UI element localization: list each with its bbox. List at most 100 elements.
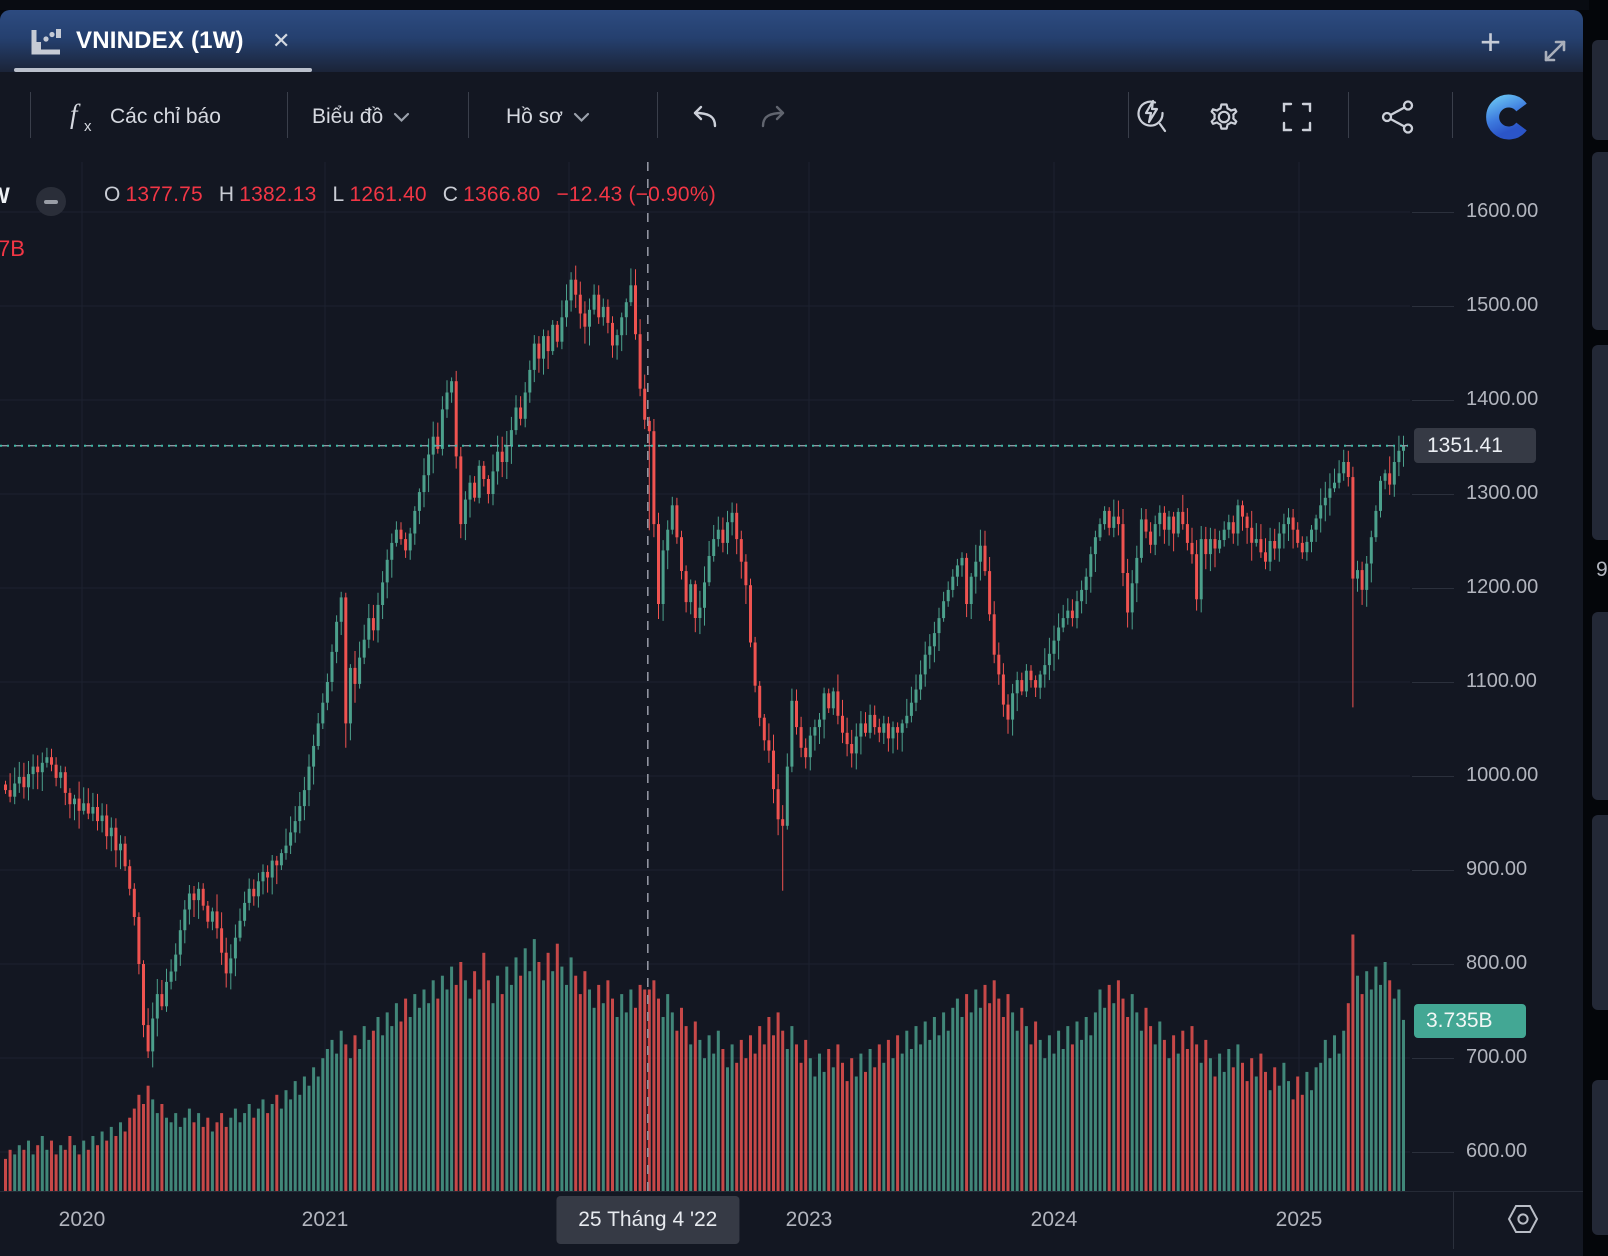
- minus-icon: [44, 200, 58, 204]
- active-tab-underline: [14, 68, 312, 72]
- adjacent-panel-row: [1592, 1080, 1608, 1235]
- chevron-down-icon: [394, 112, 410, 122]
- widget-tab-bar: VNINDEX (1W) ✕ +: [0, 10, 1583, 72]
- price-axis-label: 1600.00: [1466, 200, 1539, 222]
- low-value: 1261.40: [349, 183, 427, 206]
- chevron-down-icon: [573, 112, 590, 122]
- indicators-button[interactable]: f x Các chỉ báo: [64, 72, 221, 162]
- time-axis-label: 2025: [1275, 1208, 1323, 1231]
- price-axis-label: 900.00: [1466, 858, 1528, 880]
- price-axis-tick: [1412, 870, 1454, 871]
- broker-logo[interactable]: [1485, 72, 1531, 162]
- time-axis-label: 2023: [785, 1208, 833, 1231]
- chart-widget: VNINDEX (1W) ✕ + f x: [0, 10, 1583, 1256]
- svg-text:f: f: [70, 99, 81, 129]
- high-label: H: [218, 183, 235, 206]
- quick-analysis-button[interactable]: [1131, 72, 1171, 162]
- chart-tab-icon: [30, 26, 64, 58]
- tab-symbol-title[interactable]: VNINDEX (1W): [76, 27, 244, 54]
- legend-symbol-fragment: W: [0, 183, 10, 209]
- maximize-widget-button[interactable]: [1538, 36, 1572, 68]
- price-axis-tick: [1412, 306, 1454, 307]
- volume-layer: [4, 934, 1405, 1191]
- open-value: 1377.75: [125, 183, 203, 206]
- undo-button[interactable]: [686, 72, 720, 162]
- price-axis[interactable]: 1600.00 1500.00 1400.00 1300.00 1200.00 1100.…: [1410, 162, 1583, 1191]
- price-axis-tick: [1412, 494, 1454, 495]
- price-axis-label: 1100.00: [1466, 670, 1537, 692]
- profile-menu-label: Hồ sơ: [506, 105, 563, 128]
- expand-arrows-icon: [1544, 40, 1566, 62]
- close-label: C: [442, 183, 459, 206]
- redo-arrow-icon: [761, 105, 785, 128]
- low-label: L: [332, 183, 345, 206]
- price-axis-tick: [1412, 1152, 1454, 1153]
- price-axis-tick: [1412, 212, 1454, 213]
- indicators-label: Các chỉ báo: [110, 105, 221, 128]
- fullscreen-button[interactable]: [1278, 72, 1316, 162]
- change-value: −12.43 (−0.90%): [556, 183, 716, 206]
- toolbar-separator: [287, 92, 288, 138]
- price-axis-tick: [1412, 588, 1454, 589]
- price-axis-label: 1500.00: [1466, 294, 1539, 316]
- toolbar-separator: [1348, 92, 1349, 138]
- adjacent-panel-text-fragment: 9: [1596, 558, 1608, 581]
- adjacent-panel-fragment: 9: [1589, 0, 1608, 1256]
- legend-volume-fragment: 7B: [0, 236, 25, 261]
- gear-icon: [1210, 103, 1238, 130]
- toolbar-separator: [468, 92, 469, 138]
- price-axis-label: 600.00: [1466, 1140, 1528, 1162]
- crosshair-price-label: 1351.41: [1414, 428, 1536, 464]
- axis-corner-divider: [1453, 1192, 1454, 1249]
- price-axis-label: 700.00: [1466, 1046, 1528, 1068]
- price-axis-label: 800.00: [1466, 952, 1528, 974]
- time-axis-label: 2024: [1030, 1208, 1078, 1231]
- adjacent-panel-row: [1592, 815, 1608, 1010]
- ohlc-legend: O 1377.75 H 1382.13 L 1261.40 C 1366.80 −12.43 (…: [104, 183, 721, 207]
- lightning-search-icon: [1137, 99, 1167, 133]
- fx-icon: f x: [70, 99, 92, 135]
- toolbar-separator: [1128, 92, 1129, 138]
- price-axis-label: 1400.00: [1466, 388, 1539, 410]
- price-axis-tick: [1412, 682, 1454, 683]
- toolbar-separator: [1452, 92, 1453, 138]
- open-label: O: [104, 183, 121, 206]
- high-value: 1382.13: [239, 183, 317, 206]
- adjacent-panel-row: [1592, 612, 1608, 800]
- time-axis[interactable]: 2020 2021 2023 2024 2025 25 Tháng 4 '22: [0, 1191, 1583, 1250]
- undo-arrow-icon: [693, 105, 717, 128]
- price-axis-tick: [1412, 776, 1454, 777]
- volume-value-badge: 3.735B: [1414, 1004, 1526, 1038]
- window-top-strip: [0, 0, 1608, 10]
- price-axis-tick: [1412, 1058, 1454, 1059]
- add-tab-button[interactable]: +: [1480, 21, 1502, 62]
- toolbar-separator: [30, 92, 31, 138]
- svg-text:x: x: [84, 118, 92, 135]
- legend-collapse-button[interactable]: [36, 187, 66, 216]
- price-axis-label: 1000.00: [1466, 764, 1539, 786]
- time-axis-settings-button[interactable]: [1506, 1200, 1540, 1240]
- candles-layer: [4, 265, 1405, 1068]
- chart-type-menu-button[interactable]: Biểu đồ: [312, 72, 410, 162]
- price-axis-label: 1200.00: [1466, 576, 1539, 598]
- tab-close-icon[interactable]: ✕: [272, 28, 291, 53]
- profile-menu-button[interactable]: Hồ sơ: [506, 72, 590, 162]
- price-axis-tick: [1412, 400, 1454, 401]
- widget-bottom-strip: [0, 1249, 1583, 1256]
- adjacent-panel-row: [1592, 152, 1608, 330]
- share-icon: [1381, 100, 1414, 134]
- close-value: 1366.80: [463, 183, 541, 206]
- settings-button[interactable]: [1204, 72, 1244, 162]
- fullscreen-brackets-icon: [1282, 102, 1312, 132]
- time-axis-label: 2020: [58, 1208, 106, 1231]
- redo-button[interactable]: [758, 72, 792, 162]
- adjacent-panel-row: [1592, 40, 1608, 140]
- chart-menu-label: Biểu đồ: [312, 105, 384, 128]
- broker-c-logo-icon: [1486, 94, 1527, 140]
- chart-plot-area[interactable]: [0, 162, 1410, 1191]
- share-button[interactable]: [1378, 72, 1418, 162]
- price-axis-tick: [1412, 964, 1454, 965]
- price-axis-label: 1300.00: [1466, 482, 1539, 504]
- time-axis-label: 2021: [301, 1208, 349, 1231]
